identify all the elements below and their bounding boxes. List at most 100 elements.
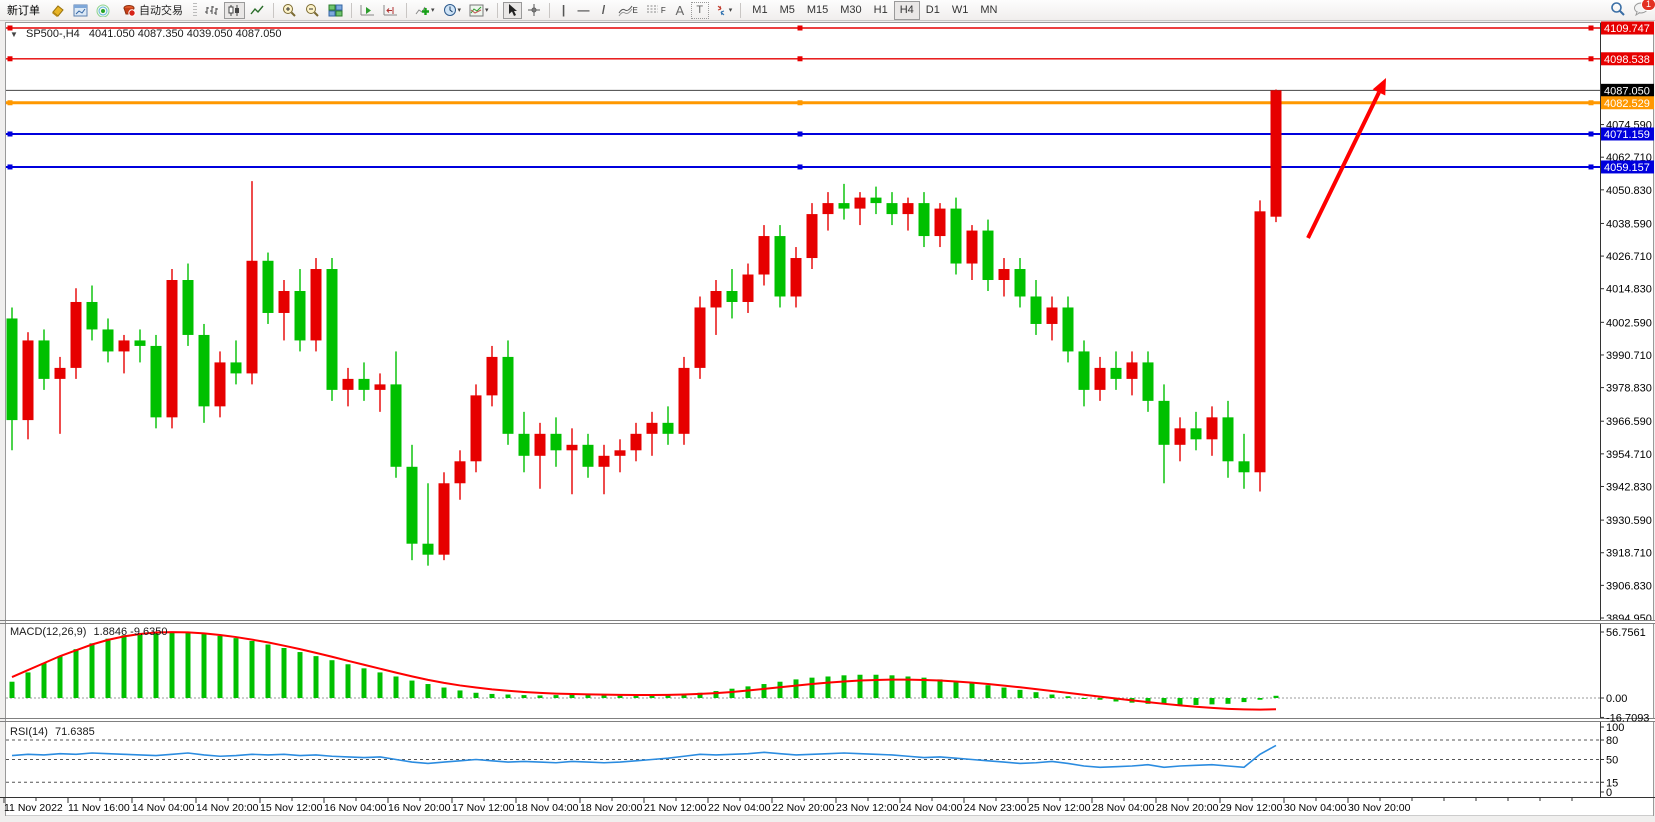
line-handle[interactable] bbox=[7, 100, 13, 106]
line-handle[interactable] bbox=[797, 56, 803, 62]
macd-histogram-bar bbox=[9, 681, 15, 698]
macd-histogram-bar bbox=[153, 632, 159, 698]
cursor-icon[interactable] bbox=[502, 1, 522, 19]
equidistant-channel-icon[interactable]: E bbox=[615, 2, 641, 19]
trendline-tool-icon[interactable]: / bbox=[601, 3, 606, 17]
line-handle[interactable] bbox=[1588, 56, 1594, 62]
eraser-icon[interactable] bbox=[47, 2, 68, 19]
panel-divider[interactable] bbox=[0, 620, 1655, 624]
arrow-head[interactable] bbox=[1372, 78, 1386, 96]
charts-window-icon[interactable] bbox=[70, 2, 91, 19]
chart-shift-icon[interactable] bbox=[380, 2, 401, 19]
notifications-chat-icon[interactable]: 1 bbox=[1633, 0, 1655, 19]
line-handle[interactable] bbox=[1588, 131, 1594, 137]
line-handle[interactable] bbox=[7, 25, 13, 31]
candle-body bbox=[230, 362, 242, 374]
periods-dropdown-caret[interactable]: ▾ bbox=[457, 7, 462, 14]
panel-divider[interactable] bbox=[0, 718, 1655, 722]
time-axis-label: 22 Nov 20:00 bbox=[772, 802, 835, 814]
macd-histogram-bar bbox=[57, 656, 63, 698]
timeframe-MN[interactable]: MN bbox=[980, 4, 998, 16]
timeframe-D1[interactable]: D1 bbox=[925, 4, 940, 16]
line-handle[interactable] bbox=[7, 56, 13, 62]
line-handle[interactable] bbox=[1588, 25, 1594, 31]
candle-body bbox=[1190, 428, 1202, 440]
horizontal-line-object[interactable] bbox=[6, 164, 1600, 170]
candle-body bbox=[630, 433, 642, 451]
templates-dropdown-caret[interactable]: ▾ bbox=[485, 7, 489, 14]
line-handle[interactable] bbox=[797, 164, 803, 170]
line-handle[interactable] bbox=[797, 131, 803, 137]
text-tool-icon[interactable]: A bbox=[675, 2, 685, 18]
candlestick bbox=[790, 247, 802, 308]
macd-histogram-bar bbox=[297, 652, 303, 698]
tile-windows-icon[interactable] bbox=[325, 2, 346, 19]
time-axis-label: 17 Nov 12:00 bbox=[452, 802, 515, 814]
timeframe-H1[interactable]: H1 bbox=[873, 4, 888, 16]
horizontal-line-object[interactable] bbox=[6, 100, 1600, 106]
timeframe-M30[interactable]: M30 bbox=[840, 4, 862, 16]
candlestick-chart-icon[interactable] bbox=[224, 1, 245, 19]
time-axis-label: 16 Nov 04:00 bbox=[324, 802, 387, 814]
timeframe-M5[interactable]: M5 bbox=[779, 4, 795, 16]
signals-icon[interactable] bbox=[93, 2, 114, 19]
candle-body bbox=[870, 197, 882, 204]
periods-icon[interactable]: ▾ bbox=[440, 2, 465, 19]
timeframe-W1[interactable]: W1 bbox=[951, 4, 969, 16]
candlestick bbox=[838, 183, 850, 220]
line-handle[interactable] bbox=[7, 164, 13, 170]
crosshair-icon[interactable] bbox=[524, 2, 544, 19]
candlestick bbox=[1142, 351, 1154, 412]
indicators-icon[interactable]: ▾ bbox=[412, 2, 438, 19]
chart-ohlc-readout: 4041.050 4087.350 4039.050 4087.050 bbox=[88, 28, 282, 40]
horizontal-line-object[interactable] bbox=[6, 131, 1600, 137]
line-handle[interactable] bbox=[1588, 100, 1594, 106]
line-handle[interactable] bbox=[7, 131, 13, 137]
zoom-in-icon[interactable] bbox=[279, 2, 300, 19]
timeframe-M1[interactable]: M1 bbox=[752, 4, 768, 16]
candlestick bbox=[1078, 340, 1090, 407]
macd-histogram-bar bbox=[681, 694, 687, 698]
horizontal-line-object[interactable] bbox=[6, 25, 1600, 31]
time-axis-label: 11 Nov 2022 bbox=[4, 802, 63, 814]
search-icon[interactable] bbox=[1610, 1, 1625, 19]
arrow-object[interactable] bbox=[1306, 78, 1386, 239]
candlestick bbox=[310, 258, 322, 352]
macd-histogram-bar bbox=[345, 664, 351, 698]
candlestick bbox=[1110, 351, 1122, 390]
macd-histogram-bar bbox=[137, 633, 143, 698]
line-handle[interactable] bbox=[1588, 164, 1594, 170]
line-handle[interactable] bbox=[797, 100, 803, 106]
bar-chart-icon[interactable] bbox=[201, 2, 222, 19]
auto-scroll-icon[interactable] bbox=[357, 2, 378, 19]
vertical-line-tool-icon[interactable]: | bbox=[561, 3, 566, 17]
candlestick bbox=[662, 406, 674, 445]
fibonacci-tool-icon[interactable]: F bbox=[643, 2, 669, 19]
horizontal-line-object[interactable] bbox=[6, 56, 1600, 62]
indicators-dropdown-caret[interactable]: ▾ bbox=[431, 7, 435, 14]
line-handle[interactable] bbox=[797, 25, 803, 31]
price-badge-box bbox=[1601, 21, 1654, 35]
autotrading-button[interactable]: 自动交易 bbox=[116, 2, 189, 19]
candle-body bbox=[1030, 296, 1042, 324]
line-chart-icon[interactable] bbox=[247, 2, 268, 19]
chart-symbol-period: SP500-,H4 bbox=[25, 28, 80, 40]
timeframe-H4[interactable]: H4 bbox=[893, 0, 920, 20]
new-order-button[interactable]: 新订单 bbox=[2, 2, 45, 19]
macd-scale-label: -16.7093 bbox=[1606, 712, 1649, 724]
label-tool-icon[interactable]: T bbox=[690, 1, 709, 19]
arrows-tool-icon[interactable]: ▾ bbox=[711, 2, 736, 19]
arrow-shaft[interactable] bbox=[1306, 91, 1381, 239]
candle-body bbox=[1142, 362, 1154, 401]
macd-histogram-bar bbox=[905, 676, 911, 698]
rsi-scale-label: 0 bbox=[1606, 787, 1612, 799]
templates-icon[interactable]: ▾ bbox=[466, 2, 492, 19]
price-badge-label: 4109.747 bbox=[1604, 23, 1650, 35]
horizontal-line-tool-icon[interactable]: — bbox=[577, 3, 590, 17]
macd-histogram-bar bbox=[185, 632, 191, 698]
arrows-dropdown-caret[interactable]: ▾ bbox=[728, 7, 733, 14]
one-click-trading-toggle[interactable]: ▼ bbox=[10, 30, 18, 39]
zoom-out-icon[interactable] bbox=[302, 2, 323, 19]
timeframe-M15[interactable]: M15 bbox=[806, 4, 829, 16]
